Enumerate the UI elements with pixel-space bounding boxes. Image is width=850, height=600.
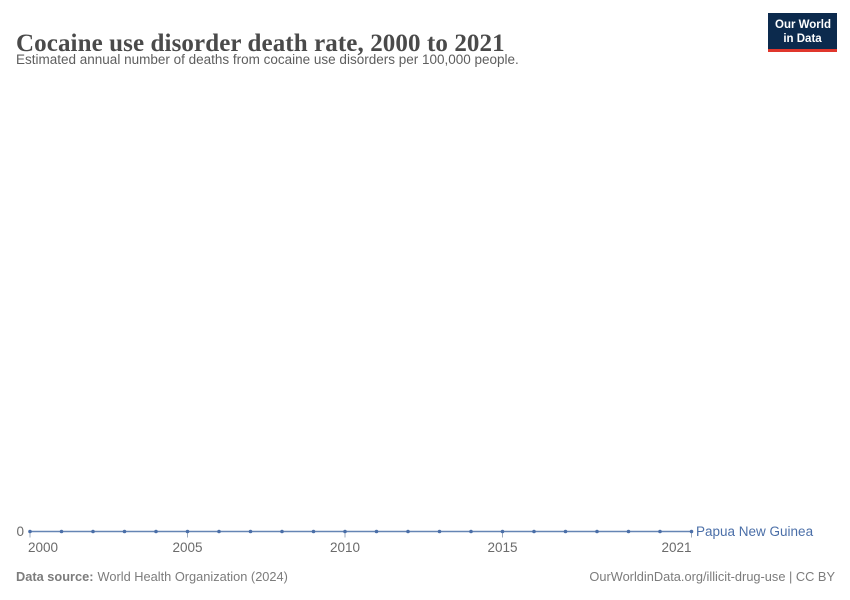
data-point[interactable]	[469, 529, 473, 534]
data-source-value: World Health Organization (2024)	[97, 569, 288, 584]
data-point[interactable]	[532, 529, 536, 534]
series-entity-label[interactable]: Papua New Guinea	[696, 524, 814, 539]
owid-logo: Our World in Data	[768, 13, 837, 53]
data-point[interactable]	[343, 529, 347, 534]
credit-link: OurWorldinData.org/illicit-drug-use | CC…	[589, 569, 835, 584]
x-axis-tick-label: 2000	[28, 540, 58, 555]
x-axis-tick-label: 2010	[330, 540, 360, 555]
chart-footer: Data source: World Health Organization (2…	[16, 569, 835, 584]
data-point[interactable]	[563, 529, 568, 534]
data-point[interactable]	[248, 529, 253, 534]
data-point[interactable]	[28, 529, 32, 534]
data-point[interactable]	[374, 529, 379, 534]
data-point[interactable]	[500, 529, 505, 534]
line-chart[interactable]: 2000 2005 2010 2015 2021 0 Papua New Guinea	[0, 495, 850, 575]
data-point[interactable]	[217, 529, 221, 534]
x-axis-tick-label: 2015	[487, 540, 517, 555]
data-point[interactable]	[185, 529, 190, 534]
data-point[interactable]	[689, 529, 694, 534]
data-point[interactable]	[122, 529, 127, 534]
data-point[interactable]	[658, 529, 662, 534]
data-point[interactable]	[311, 529, 316, 534]
chart-subtitle: Estimated annual number of deaths from c…	[16, 52, 519, 67]
data-point[interactable]	[437, 529, 442, 534]
data-point[interactable]	[154, 529, 158, 534]
data-point[interactable]	[59, 529, 64, 534]
data-point[interactable]	[406, 529, 410, 534]
data-source-label: Data source:	[16, 569, 94, 584]
data-point[interactable]	[91, 529, 95, 534]
y-axis-tick-label: 0	[16, 524, 24, 539]
x-axis-tick-label: 2005	[172, 540, 202, 555]
data-point[interactable]	[595, 529, 599, 534]
data-source-note: Data source: World Health Organization (2…	[16, 569, 288, 584]
x-axis-tick-label: 2021	[661, 540, 691, 555]
data-point[interactable]	[280, 529, 284, 534]
chart-title: Cocaine use disorder death rate, 2000 to…	[16, 29, 505, 57]
owid-logo-line1: Our World	[775, 19, 832, 31]
owid-logo-line2: in Data	[783, 33, 822, 46]
data-point[interactable]	[626, 529, 631, 534]
